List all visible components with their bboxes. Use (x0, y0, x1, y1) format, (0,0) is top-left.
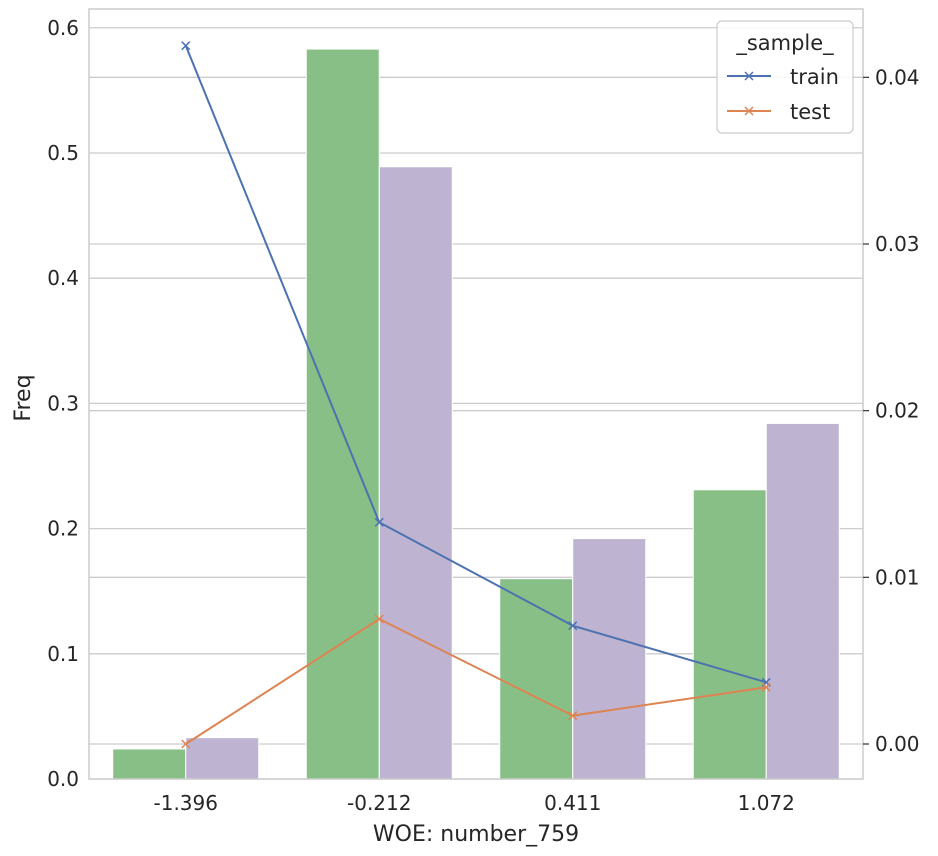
line-train (184, 45, 767, 684)
legend-test-label: test (790, 100, 830, 124)
legend-title: _sample_ (735, 31, 834, 56)
y-tick-label-right: 0.04 (875, 65, 920, 89)
y-tick-label-left: 0.1 (47, 642, 79, 666)
legend-entry-test: test (727, 100, 830, 124)
y-tick-label-right: 0.02 (875, 399, 920, 423)
bar-series-1-1.072 (765, 422, 840, 780)
y-tick-label-left: 0.2 (47, 517, 79, 541)
x-axis: -1.396 -0.212 0.411 1.072 (154, 791, 795, 815)
y-tick-label-left: 0.3 (47, 391, 79, 415)
legend-train-label: train (790, 65, 839, 89)
x-tick-label: 1.072 (738, 791, 795, 815)
legend-train-marker (744, 71, 754, 81)
bar-series-0--1.396 (112, 748, 187, 780)
legend-entry-train: train (727, 65, 839, 89)
plot-frame (88, 8, 864, 780)
bars (112, 48, 840, 780)
y-tick-label-right: 0.03 (875, 232, 920, 256)
marker-test-0.411 (568, 711, 578, 721)
y-axis-title: Freq (11, 374, 36, 421)
marker-train--0.212 (374, 517, 384, 527)
bar-series-0--0.212 (305, 48, 380, 780)
legend: _sample_ train test (716, 20, 854, 134)
x-tick-label: -1.396 (154, 791, 218, 815)
y-axis-right: 0.00 0.01 0.02 0.03 0.04 (863, 65, 920, 756)
y-tick-label-right: 0.00 (875, 732, 920, 756)
y-tick-label-left: 0.5 (47, 141, 79, 165)
marker-test--1.396 (181, 739, 191, 749)
marker-train-0.411 (568, 621, 578, 631)
marker-train--1.396 (181, 41, 191, 51)
x-tick-label: 0.411 (544, 791, 601, 815)
y-tick-label-left: 0.6 (47, 16, 79, 40)
y-tick-label-right: 0.01 (875, 565, 920, 589)
bar-series-1-0.411 (572, 538, 647, 780)
marker-test-1.072 (761, 682, 771, 692)
x-tick-label: -0.212 (347, 791, 411, 815)
bar-series-0-1.072 (692, 489, 767, 780)
x-axis-title: WOE: number_759 (373, 822, 579, 847)
y-axis-left: 0.0 0.1 0.2 0.3 0.4 0.5 0.6 (47, 16, 79, 791)
lines (181, 41, 771, 749)
bar-series-1--0.212 (378, 166, 453, 780)
bar-series-1--1.396 (185, 737, 260, 780)
legend-box (716, 20, 854, 134)
y-tick-label-left: 0.0 (47, 767, 79, 791)
legend-test-marker (744, 106, 754, 116)
bar-series-0-0.411 (499, 578, 574, 780)
line-test (185, 617, 767, 745)
marker-test--0.212 (374, 614, 384, 624)
y-tick-label-left: 0.4 (47, 266, 79, 290)
grid-left (89, 27, 863, 780)
